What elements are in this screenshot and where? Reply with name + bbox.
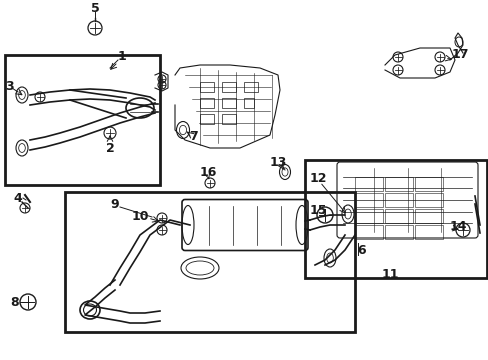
Bar: [384, 193, 412, 207]
Text: 8: 8: [11, 296, 19, 309]
Bar: [244, 98, 253, 108]
Text: 6: 6: [357, 243, 366, 256]
Text: 5: 5: [90, 1, 99, 14]
Text: 11: 11: [381, 269, 398, 282]
Text: 9: 9: [110, 198, 119, 211]
Bar: [354, 193, 382, 207]
Bar: [222, 98, 236, 108]
Text: 3: 3: [6, 80, 14, 93]
Text: 12: 12: [308, 171, 326, 184]
Bar: [354, 177, 382, 191]
Text: 2: 2: [105, 141, 114, 154]
Text: 17: 17: [450, 49, 468, 62]
Text: 10: 10: [131, 211, 148, 224]
Bar: [222, 82, 236, 92]
Bar: [414, 177, 442, 191]
Bar: [384, 177, 412, 191]
Text: 13: 13: [269, 157, 286, 170]
Bar: [414, 193, 442, 207]
Bar: [384, 225, 412, 239]
Bar: [414, 225, 442, 239]
Bar: [414, 209, 442, 223]
Bar: [222, 114, 236, 124]
Bar: [200, 82, 214, 92]
Bar: [200, 114, 214, 124]
Text: 4: 4: [14, 192, 22, 204]
Bar: [65, 192, 354, 332]
Text: 16: 16: [199, 166, 216, 179]
Bar: [200, 98, 214, 108]
Bar: [305, 160, 486, 278]
Bar: [354, 225, 382, 239]
Bar: [5, 55, 160, 185]
Bar: [244, 82, 258, 92]
Bar: [384, 209, 412, 223]
Text: 7: 7: [189, 130, 198, 144]
Text: 1: 1: [118, 50, 126, 63]
Text: 15: 15: [308, 203, 326, 216]
Text: 14: 14: [448, 220, 466, 233]
Bar: [354, 209, 382, 223]
